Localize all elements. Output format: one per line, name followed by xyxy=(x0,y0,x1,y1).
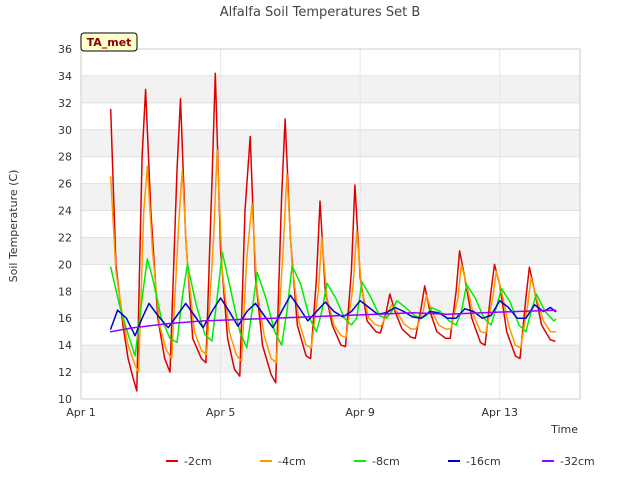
plot-background xyxy=(80,48,580,400)
y-tick-label: 28 xyxy=(58,151,72,164)
y-axis-ticks: 10 12 14 16 18 20 22 24 26 28 30 32 34 36 xyxy=(58,43,72,406)
legend-label: -4cm xyxy=(278,455,306,468)
y-tick-label: 36 xyxy=(58,43,72,56)
y-tick-label: 14 xyxy=(58,339,72,352)
series-line-minus-16cm xyxy=(109,294,557,337)
plot-band xyxy=(81,183,580,211)
series-line-minus-4cm xyxy=(109,149,557,373)
y-tick-label: 12 xyxy=(58,366,72,379)
y-tick-label: 22 xyxy=(58,231,72,244)
x-axis-ticks: Apr 1 Apr 5 Apr 9 Apr 13 xyxy=(66,406,518,419)
y-tick-label: 32 xyxy=(58,97,72,110)
plot-band xyxy=(81,237,580,265)
y-tick-label: 10 xyxy=(58,393,72,406)
legend-label: -2cm xyxy=(184,455,212,468)
chart-title: Alfalfa Soil Temperatures Set B xyxy=(220,5,421,20)
x-tick-label: Apr 13 xyxy=(481,406,518,419)
plot-band xyxy=(81,75,580,103)
x-axis-label: Time xyxy=(550,423,578,436)
legend-label: -8cm xyxy=(372,455,400,468)
ta-met-badge: TA_met xyxy=(80,32,138,52)
plot-band xyxy=(81,129,580,157)
series-line-minus-8cm xyxy=(109,251,557,357)
y-tick-label: 16 xyxy=(58,312,72,325)
plot-band xyxy=(81,345,580,373)
legend: -2cm -4cm -8cm -16cm -32cm xyxy=(166,455,595,468)
legend-label: -32cm xyxy=(560,455,595,468)
y-tick-label: 26 xyxy=(58,178,72,191)
x-tick-label: Apr 1 xyxy=(66,406,96,419)
x-tick-label: Apr 9 xyxy=(345,406,375,419)
legend-label: -16cm xyxy=(466,455,501,468)
plot-frame xyxy=(80,48,581,400)
series-line-minus-32cm xyxy=(109,309,557,333)
series-lines xyxy=(109,72,557,392)
ta-met-badge-label: TA_met xyxy=(87,36,132,49)
series-line-minus-2cm xyxy=(109,72,556,392)
x-tick-label: Apr 5 xyxy=(206,406,236,419)
y-tick-label: 24 xyxy=(58,205,72,218)
y-axis-label: Soil Temperature (C) xyxy=(7,170,20,283)
y-tick-label: 30 xyxy=(58,124,72,137)
y-tick-label: 34 xyxy=(58,70,72,83)
y-tick-label: 18 xyxy=(58,285,72,298)
y-tick-label: 20 xyxy=(58,258,72,271)
